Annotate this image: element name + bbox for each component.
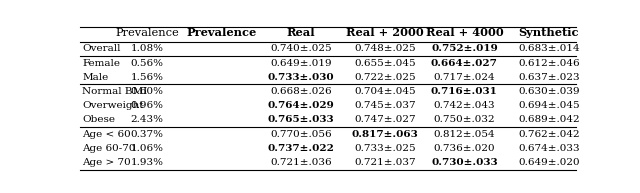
Text: 0.730±.033: 0.730±.033: [431, 158, 498, 167]
Text: Male: Male: [83, 73, 109, 82]
Text: 0.637±.023: 0.637±.023: [518, 73, 580, 82]
Text: 1.93%: 1.93%: [131, 158, 163, 167]
Text: 0.37%: 0.37%: [131, 130, 163, 139]
Text: 0.649±.019: 0.649±.019: [270, 58, 332, 68]
Text: Real: Real: [287, 27, 315, 38]
Text: 0.747±.027: 0.747±.027: [354, 115, 416, 124]
Text: 0.748±.025: 0.748±.025: [354, 44, 416, 53]
Text: 1.56%: 1.56%: [131, 73, 163, 82]
Text: 1.06%: 1.06%: [131, 144, 163, 153]
Text: Age 60-70: Age 60-70: [83, 144, 136, 153]
Text: 0.612±.046: 0.612±.046: [518, 58, 580, 68]
Text: Prevalence: Prevalence: [115, 28, 179, 38]
Text: 0.745±.037: 0.745±.037: [354, 101, 416, 110]
Text: 0.716±.031: 0.716±.031: [431, 87, 498, 96]
Text: 0.742±.043: 0.742±.043: [433, 101, 495, 110]
Text: 0.817±.063: 0.817±.063: [351, 130, 419, 139]
Text: 1.08%: 1.08%: [131, 44, 163, 53]
Text: Obese: Obese: [83, 115, 115, 124]
Text: Synthetic: Synthetic: [518, 27, 579, 38]
Text: 0.736±.020: 0.736±.020: [433, 144, 495, 153]
Text: 0.668±.026: 0.668±.026: [270, 87, 332, 96]
Text: Prevalence: Prevalence: [186, 27, 257, 38]
Text: 0.630±.039: 0.630±.039: [518, 87, 580, 96]
Text: Real + 4000: Real + 4000: [426, 27, 503, 38]
Text: 0.664±.027: 0.664±.027: [431, 58, 498, 68]
Text: Overall: Overall: [83, 44, 121, 53]
Text: 0.60%: 0.60%: [131, 87, 163, 96]
Text: 0.762±.042: 0.762±.042: [518, 130, 580, 139]
Text: 0.812±.054: 0.812±.054: [433, 130, 495, 139]
Text: 0.694±.045: 0.694±.045: [518, 101, 580, 110]
Text: 0.721±.036: 0.721±.036: [270, 158, 332, 167]
Text: 0.649±.020: 0.649±.020: [518, 158, 580, 167]
Text: Overweight: Overweight: [83, 101, 144, 110]
Text: 0.674±.033: 0.674±.033: [518, 144, 580, 153]
Text: 0.717±.024: 0.717±.024: [433, 73, 495, 82]
Text: 0.56%: 0.56%: [131, 58, 163, 68]
Text: Real + 2000: Real + 2000: [346, 27, 424, 38]
Text: 0.737±.022: 0.737±.022: [268, 144, 334, 153]
Text: 0.740±.025: 0.740±.025: [270, 44, 332, 53]
Text: 0.704±.045: 0.704±.045: [354, 87, 416, 96]
Text: 0.765±.033: 0.765±.033: [268, 115, 334, 124]
Text: 0.752±.019: 0.752±.019: [431, 44, 498, 53]
Text: 0.96%: 0.96%: [131, 101, 163, 110]
Text: 0.733±.025: 0.733±.025: [354, 144, 416, 153]
Text: 0.683±.014: 0.683±.014: [518, 44, 580, 53]
Text: 0.721±.037: 0.721±.037: [354, 158, 416, 167]
Text: 0.655±.045: 0.655±.045: [354, 58, 416, 68]
Text: 0.770±.056: 0.770±.056: [270, 130, 332, 139]
Text: Age < 60: Age < 60: [83, 130, 131, 139]
Text: Age > 70: Age > 70: [83, 158, 131, 167]
Text: 0.689±.042: 0.689±.042: [518, 115, 580, 124]
Text: 0.722±.025: 0.722±.025: [354, 73, 416, 82]
Text: 2.43%: 2.43%: [131, 115, 163, 124]
Text: 0.750±.032: 0.750±.032: [433, 115, 495, 124]
Text: Female: Female: [83, 58, 120, 68]
Text: 0.764±.029: 0.764±.029: [268, 101, 334, 110]
Text: 0.733±.030: 0.733±.030: [268, 73, 334, 82]
Text: Normal BMI: Normal BMI: [83, 87, 148, 96]
